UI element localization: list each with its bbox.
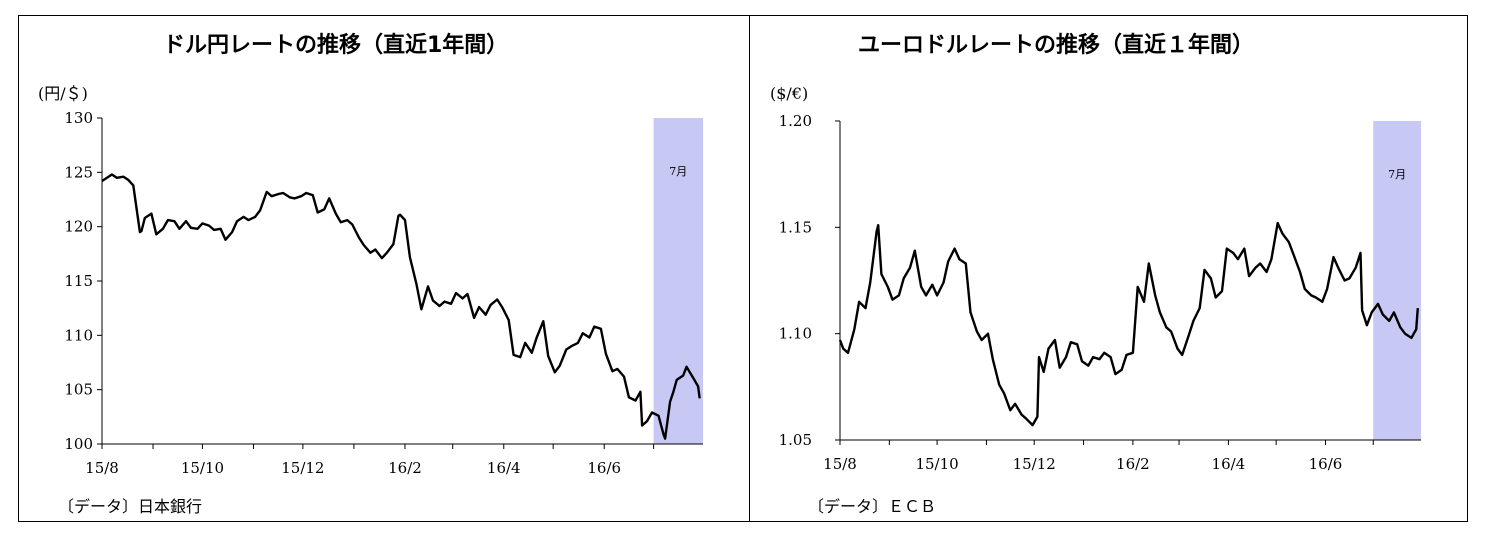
usdjpy-chart-title: ドル円レートの推移（直近1年間） [163, 33, 509, 58]
usdjpy-y-tick-label: 115 [64, 272, 93, 290]
eurusd-x-tick-label: 16/2 [1116, 455, 1150, 473]
eurusd-july-label: 7月 [1388, 168, 1406, 181]
eurusd-x-tick-label: 16/6 [1309, 455, 1343, 473]
eurusd-series-line [838, 221, 1419, 427]
usdjpy-x-tick-label: 16/4 [487, 459, 521, 477]
eurusd-y-tick-label: 1.15 [779, 218, 812, 236]
usdjpy-y-tick-label: 110 [64, 326, 93, 344]
usdjpy-x-tick-label: 15/8 [85, 459, 119, 477]
usdjpy-x-tick-label: 16/6 [587, 459, 621, 477]
usdjpy-y-tick-label: 125 [64, 163, 93, 181]
eurusd-x-tick-label: 15/12 [1013, 455, 1056, 473]
eurusd-july-band [1373, 121, 1421, 440]
panel-divider [749, 15, 750, 522]
usdjpy-series-line [101, 173, 701, 440]
eurusd-source: 〔データ〕ＥＣＢ [808, 497, 937, 516]
usdjpy-y-tick-label: 100 [64, 435, 93, 453]
usdjpy-source: 〔データ〕日本銀行 [58, 497, 203, 516]
usdjpy-y-tick-label: 105 [64, 381, 93, 399]
usdjpy-unit-label: (円/＄) [38, 84, 88, 103]
usdjpy-y-tick-label: 130 [64, 109, 93, 127]
figure-frame [18, 15, 1468, 522]
eurusd-x-tick-label: 15/8 [823, 455, 857, 473]
eurusd-y-tick-label: 1.20 [779, 112, 812, 130]
usdjpy-x-tick-label: 16/2 [388, 459, 422, 477]
usdjpy-x-tick-label: 15/10 [181, 459, 224, 477]
eurusd-chart-title: ユーロドルレートの推移（直近１年間） [858, 33, 1255, 58]
eurusd-y-tick-label: 1.10 [779, 325, 812, 343]
eurusd-x-tick-label: 15/10 [915, 455, 958, 473]
eurusd-y-tick-label: 1.05 [779, 431, 812, 449]
usdjpy-y-tick-label: 120 [64, 218, 93, 236]
eurusd-x-tick-label: 16/4 [1212, 455, 1246, 473]
usdjpy-july-label: 7月 [669, 165, 687, 178]
usdjpy-x-tick-label: 15/12 [281, 459, 324, 477]
usdjpy-july-band [653, 118, 703, 444]
eurusd-unit-label: ($/€) [770, 84, 809, 103]
